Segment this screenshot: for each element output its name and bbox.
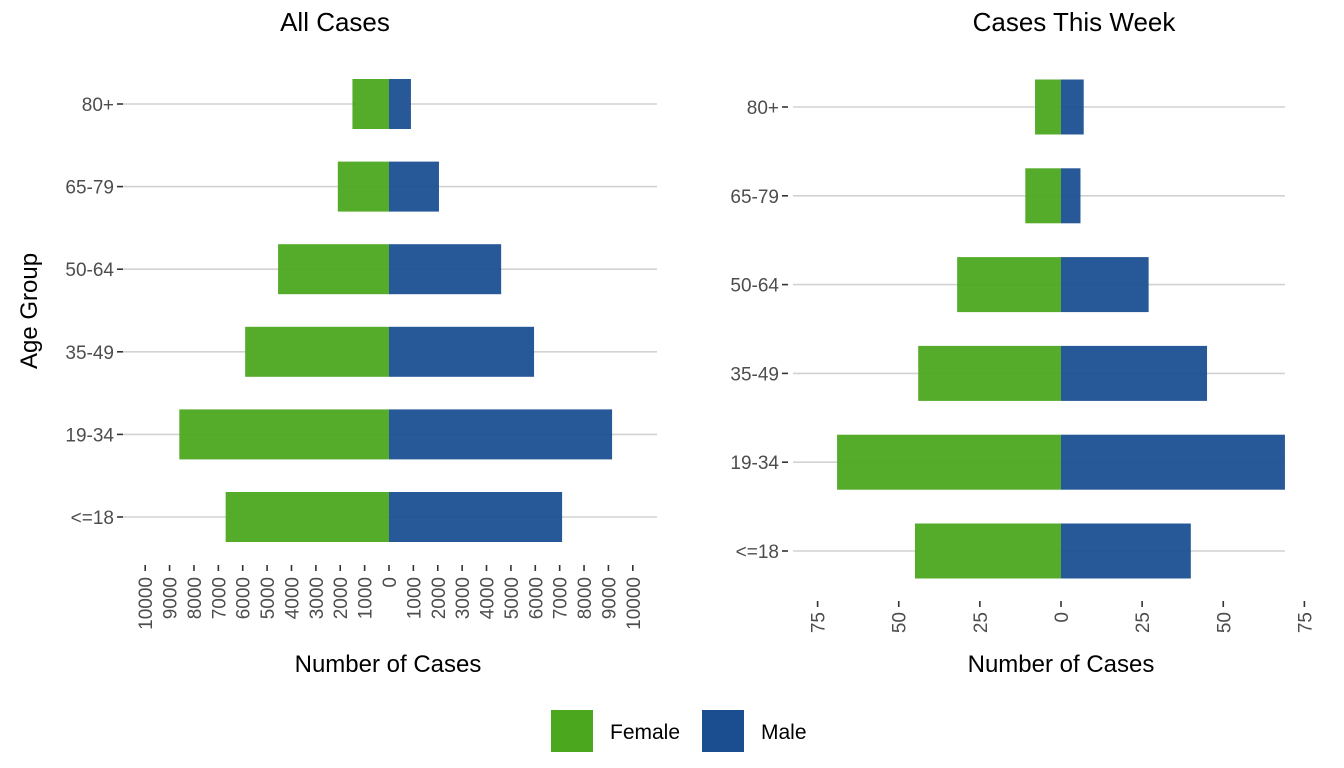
bar-female-65-79 (337, 161, 389, 212)
y-tick-label-35-49: 35-49 (730, 364, 779, 385)
panel-title-all-cases: All Cases (280, 7, 390, 37)
y-tick-label-18: <=18 (736, 542, 779, 563)
bar-female-80 (352, 79, 389, 129)
bar-female-65-79 (1025, 168, 1061, 224)
x-tick-label: 10000 (136, 577, 157, 630)
bar-female-80 (1035, 79, 1061, 135)
bar-female-35-49 (245, 326, 389, 377)
y-axis-title: Age Group (16, 253, 43, 369)
y-tick-label-65-79: 65-79 (730, 187, 779, 208)
bar-female-18 (914, 523, 1061, 579)
x-axis-title-all-cases: Number of Cases (295, 651, 482, 678)
bars (837, 79, 1285, 579)
bar-male-65-79 (1061, 168, 1081, 224)
bar-male-50-64 (1061, 257, 1149, 313)
legend-swatch-male (702, 710, 744, 752)
x-tick-label: 10000 (624, 577, 645, 630)
y-tick-label-80: 80+ (82, 95, 114, 116)
x-tick-label: 4000 (282, 577, 303, 619)
bar-female-35-49 (918, 345, 1061, 401)
x-tick-label: 4000 (478, 577, 499, 619)
y-tick-label-18: <=18 (71, 508, 114, 529)
x-tick-label: 1000 (404, 577, 425, 619)
x-tick-label: 75 (809, 612, 830, 633)
x-tick-label: 0 (380, 577, 401, 588)
x-tick-label: 6000 (234, 577, 255, 619)
x-tick-label: 75 (1295, 612, 1316, 633)
x-tick-label: 5000 (258, 577, 279, 619)
y-tick-label-50-64: 50-64 (730, 276, 779, 297)
y-tick-label-80: 80+ (747, 98, 779, 119)
y-tick-label-35-49: 35-49 (65, 343, 114, 364)
bar-female-18 (225, 492, 389, 542)
bar-female-50-64 (278, 244, 389, 295)
x-tick-label: 5000 (502, 577, 523, 619)
y-tick-label-19-34: 19-34 (730, 453, 779, 474)
legend-label-female: Female (610, 721, 680, 744)
bar-male-18 (389, 492, 563, 542)
legend-label-male: Male (761, 721, 807, 744)
panel-title-cases-this-week: Cases This Week (973, 7, 1177, 37)
bar-male-50-64 (389, 244, 502, 295)
y-tick-label-19-34: 19-34 (65, 425, 114, 446)
x-tick-label: 50 (890, 612, 911, 633)
x-tick-label: 25 (971, 612, 992, 633)
x-tick-label: 8000 (185, 577, 206, 619)
x-tick-label: 2000 (429, 577, 450, 619)
bar-male-80 (1061, 79, 1084, 135)
x-tick-label: 50 (1214, 612, 1235, 633)
y-tick-label-65-79: 65-79 (65, 178, 114, 199)
axes: <=18 19-34 35-49 50-64 65-79 80+ 75 50 25 0 25 50 75 (730, 98, 1316, 633)
x-tick-label: 0 (1052, 612, 1073, 623)
bars (179, 79, 613, 542)
bar-female-19-34 (179, 409, 389, 460)
x-tick-label: 25 (1133, 612, 1154, 633)
bar-male-35-49 (1061, 345, 1208, 401)
bar-male-35-49 (389, 326, 535, 377)
x-tick-label: 6000 (526, 577, 547, 619)
bar-female-50-64 (957, 257, 1061, 313)
x-tick-label: 9000 (161, 577, 182, 619)
x-tick-label: 7000 (209, 577, 230, 619)
x-tick-label: 3000 (453, 577, 474, 619)
x-tick-label: 9000 (599, 577, 620, 619)
bar-female-19-34 (837, 434, 1061, 490)
x-tick-label: 1000 (356, 577, 377, 619)
panel-cases-this-week: Cases This Week Number of Cases <=18 19-3… (730, 7, 1316, 678)
legend-swatch-female (551, 710, 593, 752)
bar-male-19-34 (389, 409, 613, 460)
bar-male-19-34 (1061, 434, 1285, 490)
x-axis-title-cases-this-week: Number of Cases (968, 651, 1155, 678)
bar-male-18 (1061, 523, 1191, 579)
bar-male-80 (389, 79, 411, 129)
y-tick-label-50-64: 50-64 (65, 260, 114, 281)
legend: Female Male (551, 710, 807, 752)
x-tick-label: 7000 (551, 577, 572, 619)
x-tick-label: 2000 (331, 577, 352, 619)
panel-all-cases: All Cases Number of Cases Age Group <=18… (16, 7, 657, 678)
x-tick-label: 8000 (575, 577, 596, 619)
x-tick-label: 3000 (307, 577, 328, 619)
bar-male-65-79 (389, 161, 439, 212)
